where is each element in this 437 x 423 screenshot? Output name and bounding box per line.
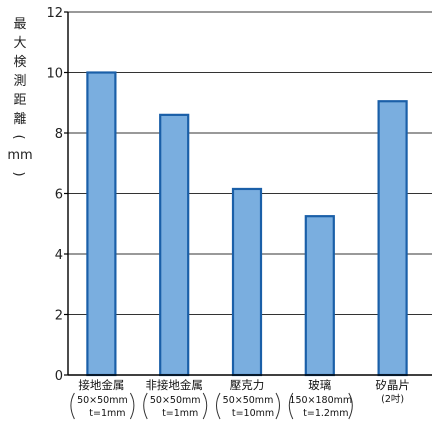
y-axis-title-char: ) bbox=[11, 171, 26, 176]
note-close-paren bbox=[348, 392, 353, 420]
y-tick-label: 8 bbox=[55, 127, 63, 142]
x-category-note: 50×50mm bbox=[223, 395, 274, 406]
note-open-paren bbox=[143, 392, 148, 420]
x-category-note: t=10mm bbox=[232, 408, 274, 419]
x-category-note: 50×50mm bbox=[77, 395, 128, 406]
axes bbox=[64, 11, 432, 376]
x-category-label: 玻璃 bbox=[308, 378, 331, 392]
x-category-note: (2吋) bbox=[381, 394, 404, 405]
note-open-paren bbox=[216, 392, 221, 420]
y-axis-title-char: mm bbox=[7, 148, 32, 163]
y-tick-label: 2 bbox=[55, 309, 63, 324]
x-category-note: t=1mm bbox=[89, 408, 125, 419]
y-tick-label: 6 bbox=[55, 188, 63, 203]
y-axis-title-char: 離 bbox=[13, 112, 26, 127]
bar bbox=[231, 187, 263, 377]
x-category-label: 壓克力 bbox=[230, 378, 265, 392]
y-axis-title-char: ( bbox=[11, 134, 26, 139]
x-category-label: 矽晶片 bbox=[375, 378, 410, 392]
y-tick-label: 12 bbox=[46, 6, 63, 21]
x-category-label: 非接地金属 bbox=[145, 378, 203, 392]
y-axis-title-char: 最 bbox=[13, 17, 26, 32]
y-axis-title-char: 測 bbox=[13, 74, 26, 89]
x-category-note: 150×180mm bbox=[289, 395, 352, 406]
bars bbox=[86, 71, 408, 377]
y-tick-label: 10 bbox=[46, 67, 63, 82]
y-tick-label: 0 bbox=[55, 369, 63, 384]
y-tick-label: 4 bbox=[55, 248, 63, 263]
bar bbox=[86, 71, 117, 377]
bar bbox=[304, 215, 335, 377]
note-open-paren bbox=[70, 392, 75, 420]
y-axis-title-char: 検 bbox=[13, 55, 26, 70]
x-category-note: t=1mm bbox=[162, 408, 198, 419]
bar bbox=[159, 113, 190, 377]
y-axis-title-char: 大 bbox=[13, 36, 26, 51]
note-open-paren bbox=[288, 392, 294, 420]
x-category-note: 50×50mm bbox=[150, 395, 201, 406]
y-tick-labels: 0 2 4 6 8 10 12 bbox=[46, 6, 63, 384]
x-category-note: t=1.2mm bbox=[303, 408, 348, 419]
x-category-label: 接地金属 bbox=[78, 378, 124, 392]
note-close-paren bbox=[129, 392, 135, 420]
bar bbox=[377, 100, 408, 377]
y-axis-title-char: 距 bbox=[13, 93, 26, 108]
category-labels: 接地金属 50×50mm t=1mm 非接地金属 50×50mm t=1mm 壓克力 50×5… bbox=[70, 378, 410, 420]
note-close-paren bbox=[202, 392, 208, 420]
note-close-paren bbox=[275, 392, 280, 420]
